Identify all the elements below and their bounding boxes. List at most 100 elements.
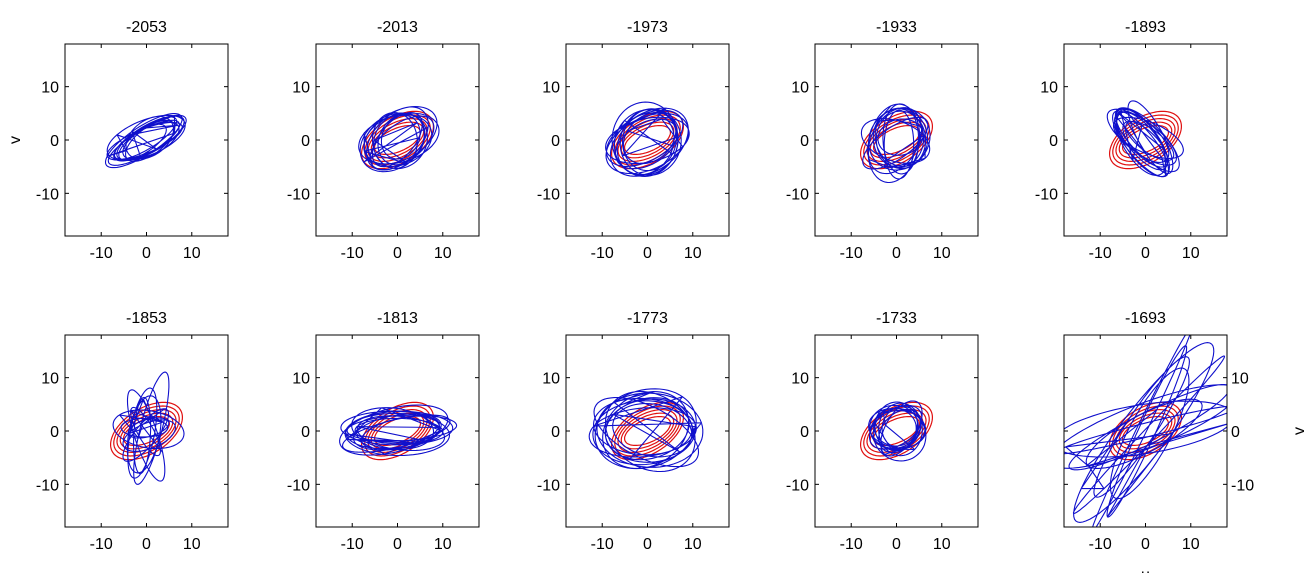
subplot-title: -2053 (126, 19, 167, 36)
subplot-title: -1773 (627, 310, 668, 327)
trajectory-line (358, 106, 440, 173)
reference-loop (620, 412, 675, 450)
reference-loop (1109, 110, 1182, 170)
subplot-4: -1933 -10 0 10 -10 0 10 (786, 19, 979, 262)
reference-loop (624, 125, 671, 155)
plot-area (1106, 100, 1184, 178)
x-tick-label: 0 (1141, 536, 1150, 553)
x-tick-label: 10 (183, 536, 201, 553)
subplot-title: -1733 (876, 310, 917, 327)
x-tick-label: 0 (142, 536, 151, 553)
reference-loop (624, 416, 671, 446)
subplot-title: -1893 (1125, 19, 1166, 36)
subplot-title: -1853 (126, 310, 167, 327)
subplot-7: -1813 -10 0 10 -10 0 10 (287, 310, 480, 553)
y-tick-label: 10 (41, 80, 59, 97)
plot-area (860, 400, 933, 462)
subplot-title: -1973 (627, 19, 668, 36)
plot-area (605, 101, 690, 177)
trajectory-line (860, 103, 931, 184)
y-tick-label: -10 (36, 477, 59, 494)
subplot-8: -1773 -10 0 10 -10 0 10 (537, 310, 730, 553)
plot-area (588, 388, 704, 473)
y-tick-label: 10 (542, 371, 560, 388)
x-tick-label: -10 (591, 245, 614, 262)
trajectory-line (112, 371, 185, 485)
y-tick-label: 0 (301, 424, 310, 441)
reference-loop (119, 412, 174, 450)
subplot-1: -2053 -10 0 10 -10 0 10 v (7, 19, 229, 262)
y-tick-label: -10 (786, 186, 809, 203)
subplot-2: -2013 -10 0 10 -10 0 10 (287, 19, 480, 262)
x-tick-label: 0 (142, 245, 151, 262)
x-tick-label: 10 (933, 536, 951, 553)
trajectory-line (104, 113, 187, 169)
trajectory-line (1106, 100, 1184, 178)
trajectory-line (339, 404, 458, 457)
x-tick-label: 0 (393, 245, 402, 262)
trajectory-line (868, 400, 927, 462)
y-tick-label: -10 (287, 477, 310, 494)
y-tick-label: 0 (551, 133, 560, 150)
x-tick-label: -10 (341, 536, 364, 553)
y-axis-label: v (7, 136, 24, 144)
x-tick-label: 0 (892, 245, 901, 262)
y-tick-label: -10 (287, 186, 310, 203)
x-tick-label: 10 (1182, 245, 1200, 262)
subplot-5: -1893 -10 0 10 -10 0 10 (1035, 19, 1228, 262)
plot-area (1064, 335, 1227, 527)
plot-area (358, 106, 440, 173)
trajectory-line (1064, 335, 1227, 527)
x-tick-label: 0 (1141, 245, 1150, 262)
trajectory-line (605, 101, 690, 177)
y-tick-label: 0 (301, 133, 310, 150)
y-tick-label: -10 (1035, 186, 1058, 203)
axes-frame (315, 43, 480, 237)
x-tick-label: 10 (933, 245, 951, 262)
subplot-title: -1813 (377, 310, 418, 327)
y-tick-label: 10 (292, 80, 310, 97)
x-tick-label: 0 (892, 536, 901, 553)
plot-area (110, 371, 185, 485)
x-tick-label: -10 (90, 536, 113, 553)
y-tick-label: 0 (50, 133, 59, 150)
x-tick-label: 10 (1182, 536, 1200, 553)
x-tick-label: 0 (643, 536, 652, 553)
x-tick-label: -10 (840, 536, 863, 553)
x-tick-label: -10 (90, 245, 113, 262)
y-tick-label: 0 (1049, 133, 1058, 150)
axes-frame (1063, 43, 1228, 237)
subplot-title: -1693 (1125, 310, 1166, 327)
subplot-6: -1853 -10 0 10 -10 0 10 (36, 310, 229, 553)
y-tick-label: 10 (542, 80, 560, 97)
plot-area (339, 401, 458, 461)
y-tick-label: 10 (1231, 371, 1249, 388)
y-tick-label: 0 (1231, 424, 1240, 441)
axes-frame (814, 43, 979, 237)
x-axis-label: u (1141, 567, 1150, 573)
axes-frame (565, 43, 730, 237)
y-tick-label: -10 (537, 477, 560, 494)
y-tick-label: 10 (791, 80, 809, 97)
x-tick-label: -10 (591, 536, 614, 553)
x-tick-label: -10 (1089, 536, 1112, 553)
reference-loop (116, 409, 177, 453)
x-tick-label: -10 (1089, 245, 1112, 262)
y-tick-label: 10 (292, 371, 310, 388)
x-tick-label: 10 (684, 536, 702, 553)
y-tick-label: 0 (551, 424, 560, 441)
subplot-3: -1973 -10 0 10 -10 0 10 (537, 19, 730, 262)
subplot-title: -1933 (876, 19, 917, 36)
y-tick-label: -10 (786, 477, 809, 494)
x-tick-label: -10 (341, 245, 364, 262)
y-tick-label: 0 (50, 424, 59, 441)
x-tick-label: 10 (434, 245, 452, 262)
x-tick-label: 10 (434, 536, 452, 553)
x-tick-label: 10 (183, 245, 201, 262)
subplot-9: -1733 -10 0 10 -10 0 10 (786, 310, 979, 553)
x-tick-label: -10 (840, 245, 863, 262)
axes-frame (64, 43, 229, 237)
y-tick-label: 0 (800, 133, 809, 150)
plot-area (860, 103, 933, 184)
